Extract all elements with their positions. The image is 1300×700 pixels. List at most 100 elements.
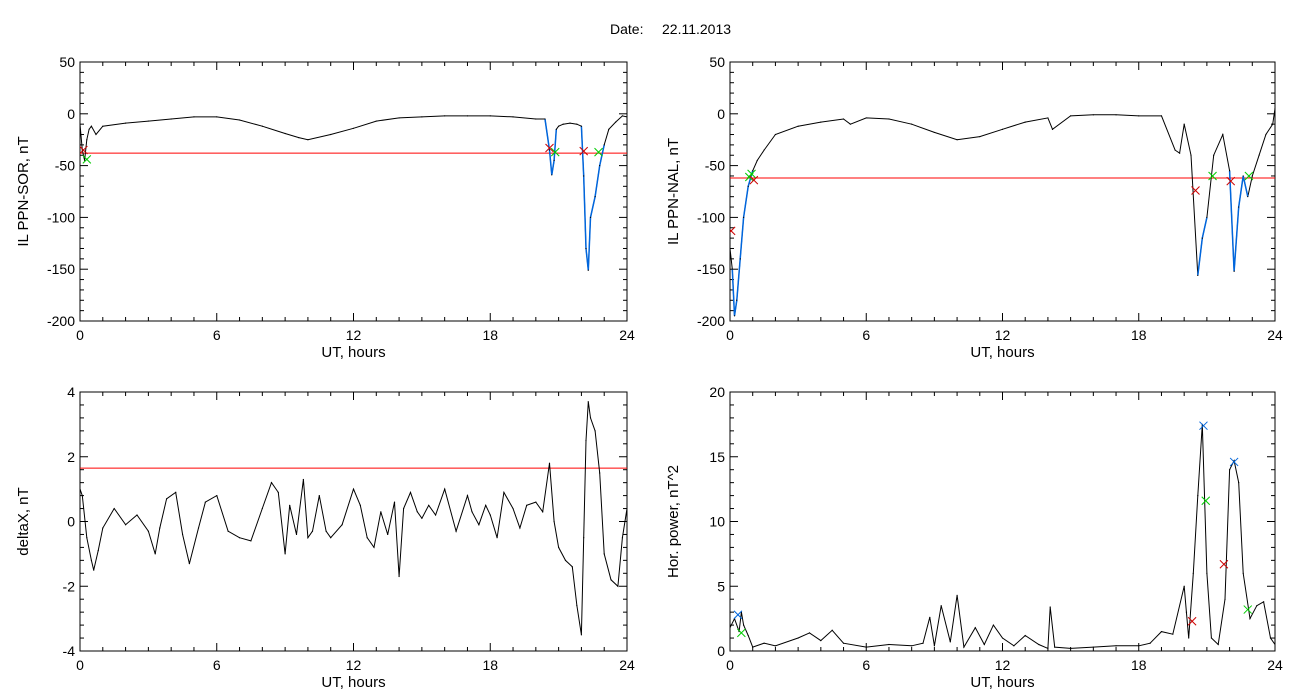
x-tick-label: 24 [619, 657, 635, 673]
event-marker [1244, 171, 1254, 181]
data-point [1001, 128, 1004, 130]
data-point [428, 504, 430, 506]
plot-frame [79, 61, 628, 322]
data-point [147, 530, 149, 532]
data-point [583, 175, 585, 177]
highlight-segment [1228, 170, 1249, 272]
data-point [963, 646, 965, 648]
data-point [80, 123, 81, 125]
data-point [188, 562, 190, 565]
data-point [421, 517, 423, 519]
plot-frame [729, 391, 1276, 652]
y-tick-label: -100 [697, 209, 725, 225]
marker-stroke [1219, 559, 1229, 569]
highlight-segment [1197, 217, 1208, 276]
data-point [1115, 645, 1117, 647]
x-axis-label: UT, hours [970, 674, 1034, 691]
marker-stroke [747, 169, 756, 179]
data-point [204, 501, 206, 503]
data-point [820, 121, 822, 123]
data-point [865, 646, 867, 648]
data-point [330, 537, 332, 539]
data-point [865, 117, 867, 119]
data-point [170, 118, 172, 120]
data-point [1206, 216, 1208, 218]
data-point [181, 533, 184, 536]
marker-stroke [1199, 421, 1208, 431]
data-point [608, 128, 610, 130]
y-tick-label: -150 [697, 261, 725, 277]
data-point [409, 491, 412, 493]
data-point [1274, 108, 1275, 110]
x-tick-label: 24 [619, 327, 635, 343]
data-point [1179, 152, 1181, 154]
data-point [594, 196, 596, 198]
event-marker [1208, 171, 1217, 181]
data-point [585, 439, 587, 442]
data-point [261, 507, 263, 510]
y-tick-label: 0 [67, 514, 75, 530]
data-point [974, 627, 976, 629]
data-point [90, 559, 92, 561]
data-point [1172, 633, 1174, 635]
x-axis-label: UT, hours [321, 344, 385, 361]
event-marker [82, 155, 92, 164]
data-point [940, 605, 942, 607]
data-point [284, 553, 286, 555]
date-label: Date: [610, 21, 643, 37]
data-point [444, 488, 446, 490]
data-point [421, 116, 423, 118]
marker-stroke [1243, 605, 1253, 614]
data-point [1054, 646, 1056, 648]
data-point [359, 504, 361, 506]
data-point [1190, 154, 1192, 156]
data-point [113, 507, 115, 510]
data-point [466, 495, 469, 497]
highlight-segment [580, 126, 605, 271]
data-point [455, 530, 457, 532]
data-point [503, 491, 505, 493]
data-point [289, 504, 291, 506]
data-point [485, 504, 487, 506]
x-tick-label: 6 [213, 327, 221, 343]
data-point [621, 537, 624, 539]
highlight-segment [731, 170, 754, 316]
data-point [1242, 175, 1244, 177]
data-point [743, 216, 745, 218]
data-point [307, 537, 309, 539]
data-point [95, 133, 97, 136]
event-marker [579, 146, 589, 156]
data-point [295, 533, 298, 536]
data-point [820, 640, 822, 642]
y-tick-label: -100 [47, 209, 75, 225]
marker-stroke [545, 143, 554, 153]
data-point [444, 115, 446, 117]
data-point [576, 123, 578, 125]
y-tick-label: 2 [67, 449, 75, 465]
marker-stroke [1226, 176, 1236, 186]
y-tick-label: 50 [59, 54, 75, 70]
data-point [80, 488, 81, 490]
data-point [603, 144, 605, 146]
data-point [1197, 274, 1199, 277]
data-point [1228, 469, 1231, 471]
data-point [553, 520, 555, 523]
data-point [102, 125, 104, 127]
data-point [373, 546, 375, 549]
data-point [551, 174, 553, 176]
data-point [617, 585, 619, 587]
data-point [589, 417, 592, 419]
data-point [1224, 598, 1226, 600]
data-point [102, 527, 104, 529]
x-tick-label: 12 [995, 327, 1011, 343]
x-tick-label: 24 [1267, 657, 1283, 673]
event-marker [594, 147, 603, 157]
data-point [1185, 611, 1188, 613]
data-point [797, 125, 799, 127]
data-point [277, 491, 279, 493]
data-point [1047, 117, 1049, 119]
data-point [97, 550, 99, 552]
data-point [736, 299, 738, 301]
data-point [197, 527, 200, 529]
